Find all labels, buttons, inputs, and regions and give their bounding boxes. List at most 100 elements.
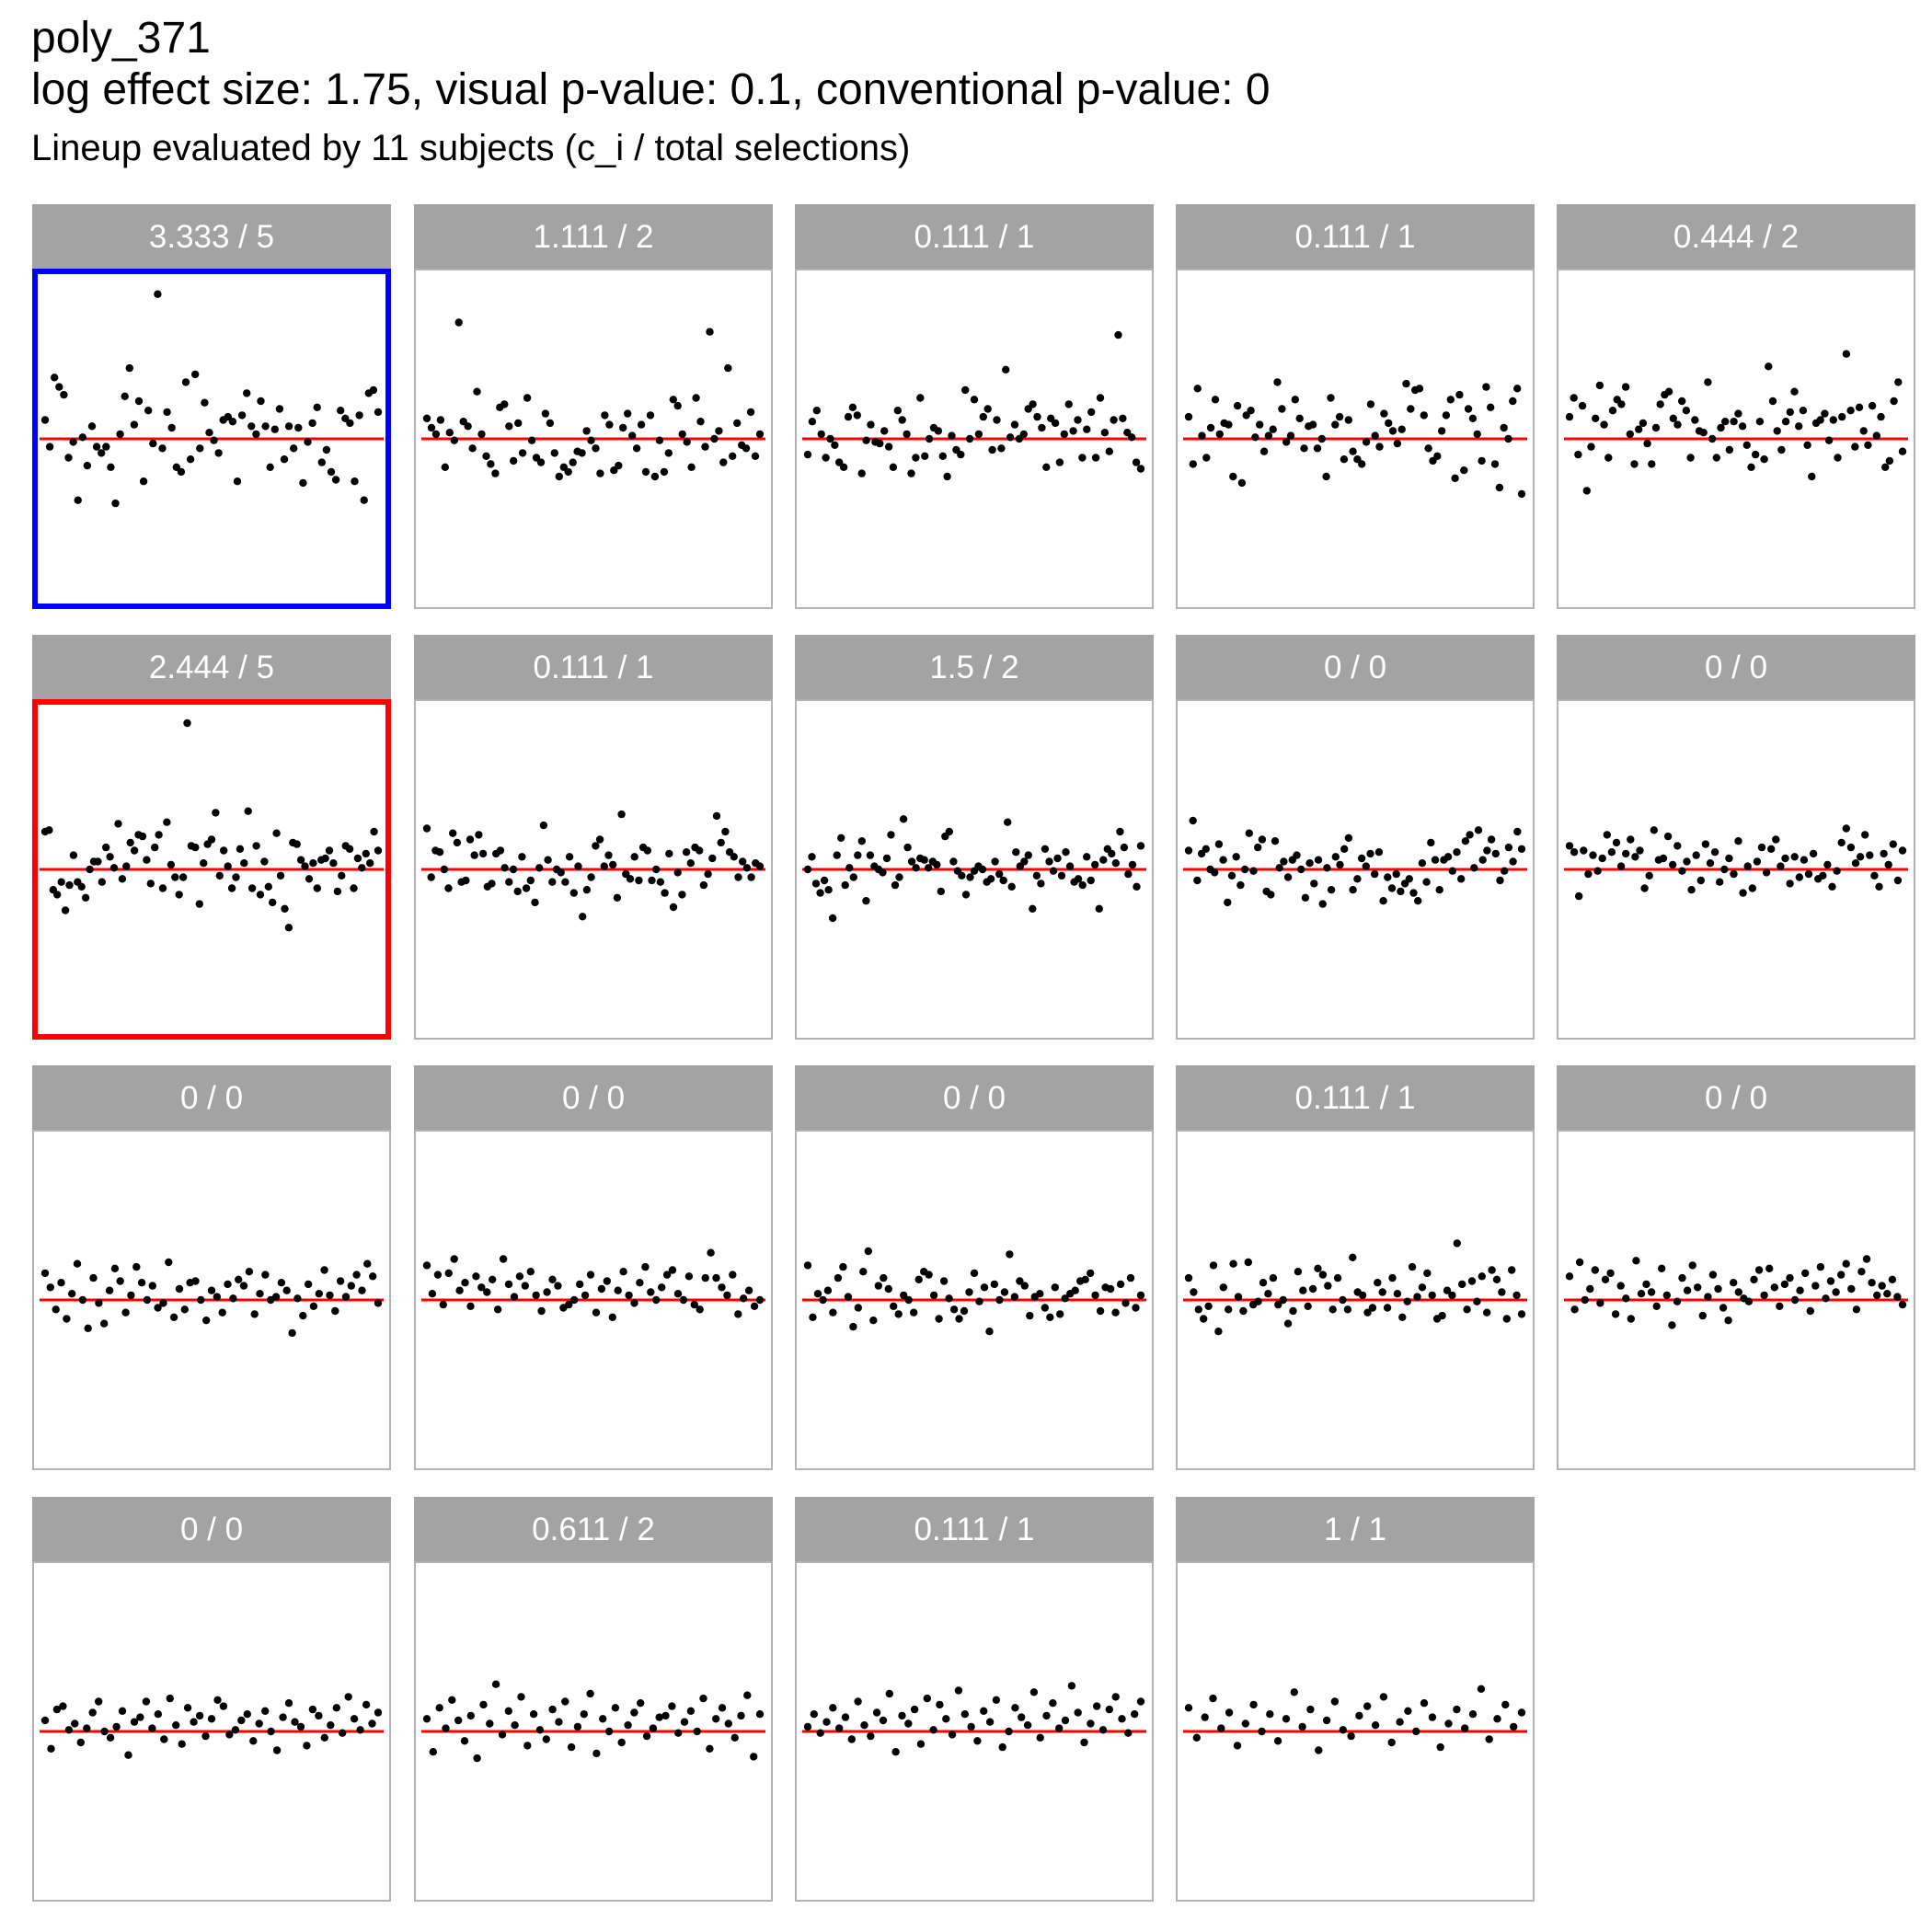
data-point xyxy=(498,1731,507,1739)
data-point xyxy=(1786,1273,1794,1282)
lineup-panel-15[interactable]: 0 / 0 xyxy=(1557,1065,1915,1470)
data-point xyxy=(1704,378,1712,386)
data-point xyxy=(812,407,821,415)
data-point xyxy=(1378,1288,1386,1296)
panel-label: 0.111 / 1 xyxy=(914,1512,1034,1547)
data-point xyxy=(1120,843,1129,852)
lineup-panel-1[interactable]: 3.333 / 5 xyxy=(32,204,391,609)
data-point xyxy=(1184,1273,1193,1282)
lineup-panel-13[interactable]: 0 / 0 xyxy=(795,1065,1154,1470)
lineup-panel-2[interactable]: 1.111 / 2 xyxy=(414,204,773,609)
data-point xyxy=(661,1711,670,1720)
data-point xyxy=(808,853,816,861)
panel-label: 0.444 / 2 xyxy=(1673,219,1799,255)
data-point xyxy=(1306,1705,1315,1714)
data-point xyxy=(970,396,979,404)
data-point xyxy=(1717,423,1725,432)
data-point xyxy=(1757,843,1766,852)
data-point xyxy=(249,1737,258,1745)
data-point xyxy=(1131,1710,1139,1719)
data-point xyxy=(564,467,572,477)
data-point xyxy=(71,1719,79,1728)
data-point xyxy=(1074,1708,1082,1717)
data-point xyxy=(561,1697,569,1706)
data-point xyxy=(949,857,958,866)
lineup-panel-12[interactable]: 0 / 0 xyxy=(414,1065,773,1470)
data-point xyxy=(1323,864,1331,872)
data-point xyxy=(1308,420,1317,429)
lineup-panel-19[interactable]: 1 / 1 xyxy=(1176,1497,1535,1902)
data-point xyxy=(1485,1735,1493,1743)
data-point xyxy=(1575,1258,1584,1267)
data-point xyxy=(1868,401,1877,410)
data-point xyxy=(64,1726,74,1734)
data-point xyxy=(243,389,251,397)
data-point xyxy=(1096,394,1105,402)
data-point xyxy=(750,1753,758,1761)
data-point xyxy=(527,436,536,444)
data-point xyxy=(270,425,279,433)
data-point xyxy=(983,405,992,413)
data-point xyxy=(1627,1315,1636,1323)
data-point xyxy=(1258,1727,1266,1736)
data-point xyxy=(696,1305,704,1314)
lineup-panel-16[interactable]: 0 / 0 xyxy=(32,1497,391,1902)
data-point xyxy=(803,450,812,459)
data-point xyxy=(1204,1302,1213,1311)
data-point xyxy=(803,1722,812,1731)
data-point xyxy=(985,1718,995,1726)
data-point xyxy=(92,443,101,451)
data-point xyxy=(1049,867,1058,875)
data-point xyxy=(1819,871,1827,880)
lineup-panel-8[interactable]: 1.5 / 2 xyxy=(795,635,1154,1040)
data-point xyxy=(1474,826,1483,834)
data-point xyxy=(513,887,522,896)
data-point xyxy=(849,873,857,881)
lineup-panel-6[interactable]: 2.444 / 5 xyxy=(32,635,391,1040)
data-point xyxy=(707,1248,715,1257)
data-point xyxy=(1446,396,1455,404)
lineup-panel-4[interactable]: 0.111 / 1 xyxy=(1176,204,1535,609)
data-point xyxy=(81,893,90,902)
data-point xyxy=(747,873,755,881)
lineup-panel-5[interactable]: 0.444 / 2 xyxy=(1557,204,1915,609)
data-point xyxy=(98,449,106,457)
data-point xyxy=(1582,487,1592,495)
data-point xyxy=(160,1735,168,1743)
data-point xyxy=(991,857,999,866)
data-point xyxy=(1116,827,1124,836)
lineup-panel-18[interactable]: 0.111 / 1 xyxy=(795,1497,1154,1902)
data-point xyxy=(355,411,363,420)
data-point xyxy=(1765,1264,1774,1273)
lineup-panel-9[interactable]: 0 / 0 xyxy=(1176,635,1535,1040)
data-point xyxy=(683,438,691,446)
data-point xyxy=(734,873,742,881)
data-point xyxy=(1362,862,1371,870)
data-point xyxy=(100,1727,109,1736)
data-point xyxy=(841,1713,850,1721)
data-point xyxy=(1029,400,1037,408)
data-point xyxy=(1136,465,1145,473)
data-point xyxy=(1280,857,1288,866)
data-point xyxy=(1824,436,1834,444)
data-point xyxy=(696,846,704,855)
data-point xyxy=(1018,1713,1026,1721)
data-point xyxy=(1443,1286,1452,1294)
data-point xyxy=(435,1704,443,1712)
data-point xyxy=(1742,441,1752,449)
lineup-panel-3[interactable]: 0.111 / 1 xyxy=(795,204,1154,609)
lineup-panel-7[interactable]: 0.111 / 1 xyxy=(414,635,773,1040)
data-point xyxy=(220,846,228,855)
data-point xyxy=(1371,431,1379,440)
data-point xyxy=(1093,1702,1101,1710)
lineup-panel-17[interactable]: 0.611 / 2 xyxy=(414,1497,773,1902)
data-point xyxy=(1437,427,1446,435)
data-point xyxy=(261,1271,270,1279)
data-point xyxy=(1461,1724,1469,1732)
data-point xyxy=(617,1738,626,1747)
data-point xyxy=(374,408,383,417)
lineup-panel-14[interactable]: 0.111 / 1 xyxy=(1176,1065,1535,1470)
lineup-panel-11[interactable]: 0 / 0 xyxy=(32,1065,391,1470)
lineup-panel-10[interactable]: 0 / 0 xyxy=(1557,635,1915,1040)
data-point xyxy=(907,469,915,477)
